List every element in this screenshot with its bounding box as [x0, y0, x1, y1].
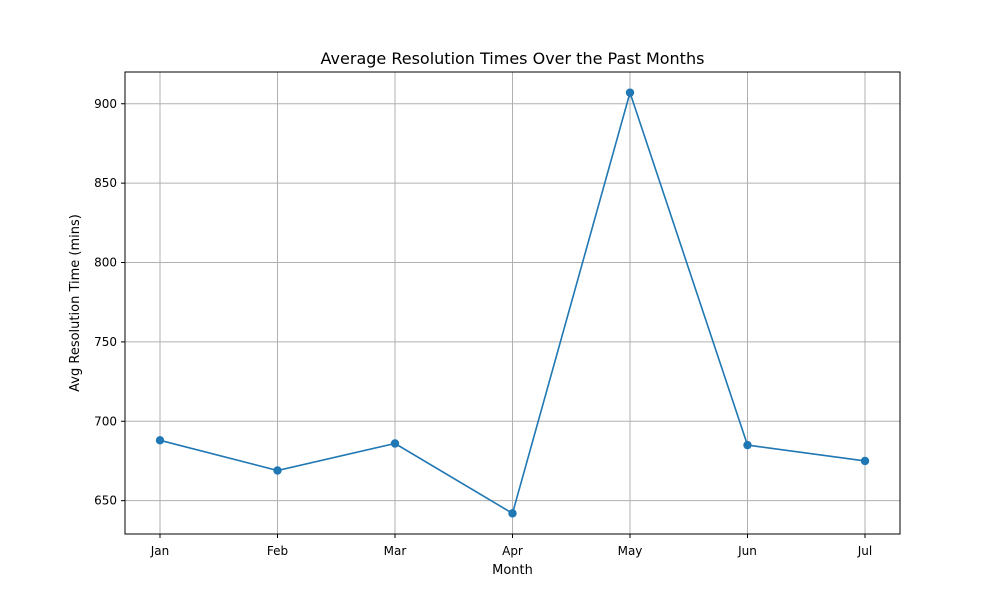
y-axis-label: Avg Resolution Time (mins)	[68, 214, 83, 392]
x-tick-label: Mar	[384, 544, 407, 558]
x-tick-label: Apr	[502, 544, 523, 558]
data-point	[508, 509, 517, 518]
data-point	[860, 456, 870, 466]
grid-layer	[125, 72, 900, 534]
x-tick-label: Jul	[857, 544, 872, 558]
y-tick-label: 750	[94, 335, 117, 349]
data-point	[155, 436, 165, 445]
x-tick-label: Feb	[267, 544, 288, 558]
y-tick-label: 800	[94, 256, 117, 270]
data-point	[273, 466, 282, 475]
data-point	[625, 88, 635, 97]
y-tick-label: 900	[94, 97, 117, 111]
y-tick-label: 850	[94, 176, 117, 190]
x-tick-label: May	[618, 544, 643, 558]
x-axis-label: Month	[492, 563, 533, 578]
x-tick-label: Jan	[150, 544, 170, 558]
tick-layer: Jan Feb Mar Apr May Jun Jul 650 700 750 800 850 900	[94, 97, 872, 558]
x-tick-label: Jun	[737, 544, 757, 558]
data-point	[390, 439, 400, 448]
y-tick-label: 700	[94, 414, 117, 428]
chart-title: Average Resolution Times Over the Past M…	[321, 49, 705, 68]
data-point	[743, 440, 752, 450]
y-tick-label: 650	[94, 494, 117, 508]
series-layer	[155, 88, 870, 518]
